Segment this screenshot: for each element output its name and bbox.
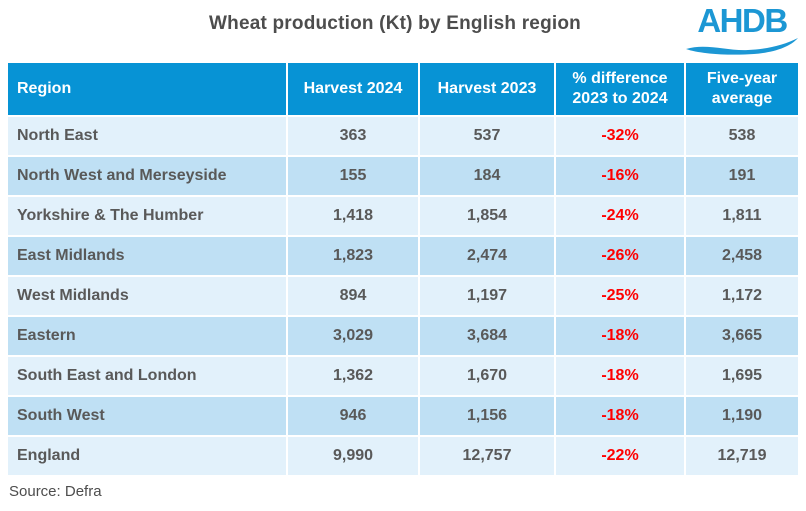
pct-difference-cell: -22%	[556, 437, 684, 475]
region-cell: North East	[8, 117, 286, 155]
ahdb-logo: AHDB	[686, 4, 798, 55]
value-cell: 184	[420, 157, 554, 195]
value-cell: 191	[686, 157, 798, 195]
table-row: East Midlands 1,823 2,474 -26% 2,458	[8, 237, 798, 275]
page-title: Wheat production (Kt) by English region	[209, 13, 581, 34]
value-cell: 9,990	[288, 437, 418, 475]
value-cell: 1,670	[420, 357, 554, 395]
value-cell: 1,823	[288, 237, 418, 275]
value-cell: 155	[288, 157, 418, 195]
column-header-harvest-2023: Harvest 2023	[420, 63, 554, 115]
source-note: Source: Defra	[9, 483, 102, 500]
value-cell: 1,854	[420, 197, 554, 235]
region-cell: South West	[8, 397, 286, 435]
region-cell: West Midlands	[8, 277, 286, 315]
value-cell: 946	[288, 397, 418, 435]
ahdb-logo-text: AHDB	[697, 2, 788, 39]
value-cell: 363	[288, 117, 418, 155]
region-cell: England	[8, 437, 286, 475]
table-row: Yorkshire & The Humber 1,418 1,854 -24% 1,81…	[8, 197, 798, 235]
value-cell: 1,811	[686, 197, 798, 235]
region-cell: East Midlands	[8, 237, 286, 275]
value-cell: 3,684	[420, 317, 554, 355]
pct-difference-cell: -18%	[556, 317, 684, 355]
pct-difference-cell: -24%	[556, 197, 684, 235]
table-row: Eastern 3,029 3,684 -18% 3,665	[8, 317, 798, 355]
region-cell: Yorkshire & The Humber	[8, 197, 286, 235]
table-row: North East 363 537 -32% 538	[8, 117, 798, 155]
value-cell: 1,172	[686, 277, 798, 315]
table-row: England 9,990 12,757 -22% 12,719	[8, 437, 798, 475]
column-header-five-year-average: Five-year average	[686, 63, 798, 115]
value-cell: 894	[288, 277, 418, 315]
value-cell: 1,156	[420, 397, 554, 435]
table-row: North West and Merseyside 155 184 -16% 191	[8, 157, 798, 195]
value-cell: 1,197	[420, 277, 554, 315]
value-cell: 1,418	[288, 197, 418, 235]
value-cell: 1,695	[686, 357, 798, 395]
value-cell: 1,190	[686, 397, 798, 435]
table-row: South East and London 1,362 1,670 -18% 1,695	[8, 357, 798, 395]
value-cell: 2,474	[420, 237, 554, 275]
pct-difference-cell: -18%	[556, 357, 684, 395]
pct-difference-cell: -16%	[556, 157, 684, 195]
column-header-pct-difference: % difference 2023 to 2024	[556, 63, 684, 115]
table-header-row: Region Harvest 2024 Harvest 2023 % diffe…	[8, 63, 798, 115]
table-row: South West 946 1,156 -18% 1,190	[8, 397, 798, 435]
value-cell: 12,719	[686, 437, 798, 475]
table-header: Region Harvest 2024 Harvest 2023 % diffe…	[8, 63, 798, 115]
pct-difference-cell: -25%	[556, 277, 684, 315]
pct-difference-cell: -26%	[556, 237, 684, 275]
value-cell: 2,458	[686, 237, 798, 275]
value-cell: 537	[420, 117, 554, 155]
value-cell: 1,362	[288, 357, 418, 395]
column-header-region: Region	[8, 63, 286, 115]
table-body: North East 363 537 -32% 538 North West and Me…	[8, 117, 798, 475]
value-cell: 538	[686, 117, 798, 155]
wheat-production-table: Region Harvest 2024 Harvest 2023 % diffe…	[6, 61, 800, 477]
value-cell: 3,029	[288, 317, 418, 355]
value-cell: 3,665	[686, 317, 798, 355]
table-row: West Midlands 894 1,197 -25% 1,172	[8, 277, 798, 315]
column-header-harvest-2024: Harvest 2024	[288, 63, 418, 115]
ahdb-logo-wave-icon	[686, 38, 798, 55]
value-cell: 12,757	[420, 437, 554, 475]
region-cell: South East and London	[8, 357, 286, 395]
pct-difference-cell: -32%	[556, 117, 684, 155]
pct-difference-cell: -18%	[556, 397, 684, 435]
region-cell: Eastern	[8, 317, 286, 355]
region-cell: North West and Merseyside	[8, 157, 286, 195]
